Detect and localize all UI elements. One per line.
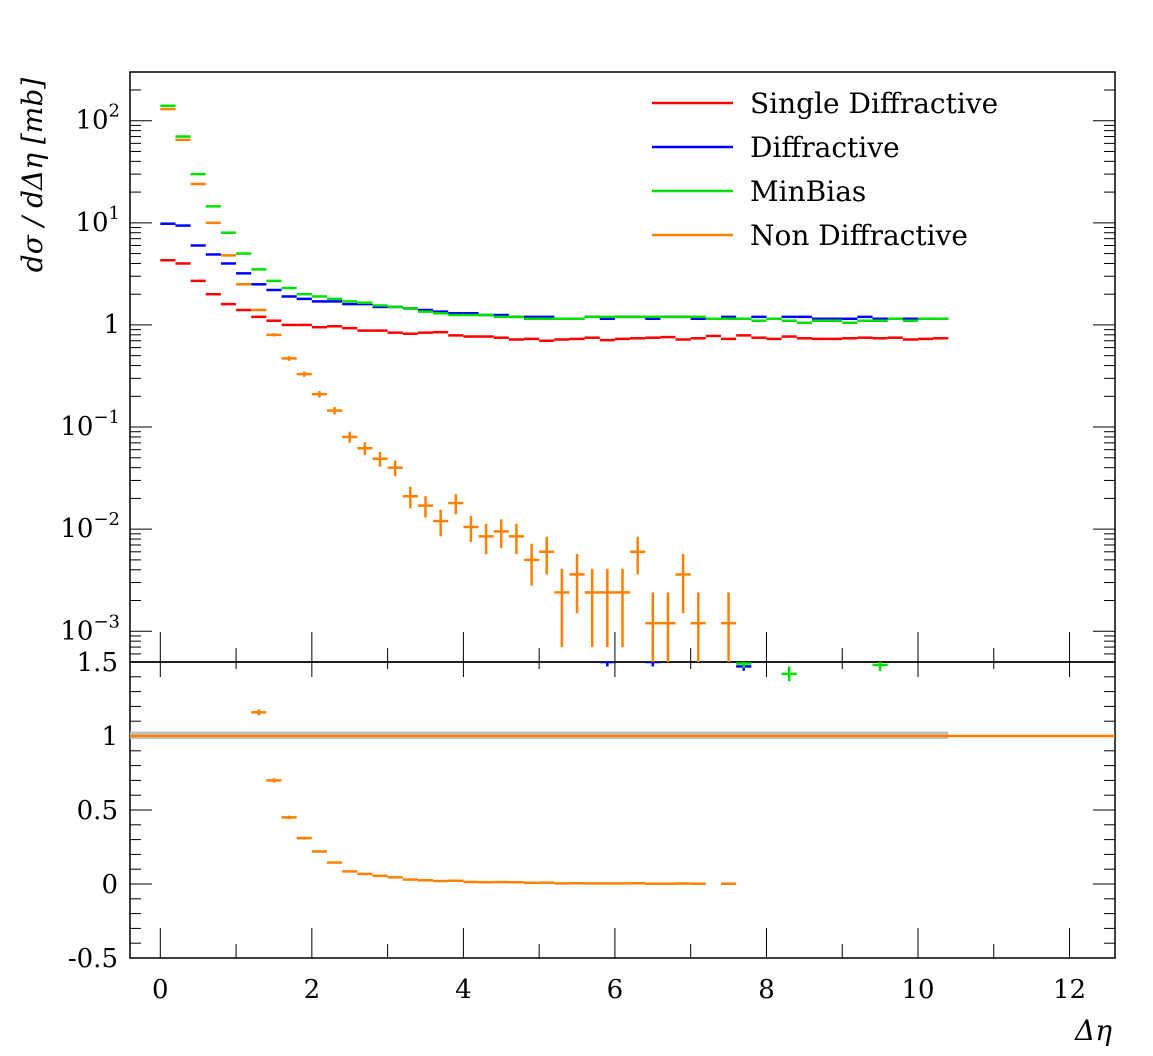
ratio-y-tick-label: 1 [101, 722, 118, 752]
x-tick-label: 2 [304, 975, 321, 1005]
ratio-reference [130, 731, 1115, 739]
y-tick-label: 10−2 [60, 509, 120, 544]
main-series-group [160, 104, 949, 662]
y-tick-label: 10−3 [60, 611, 120, 646]
ratio-plot-frame [129, 661, 1116, 959]
y-axis-title: dσ / dΔη [mb] [16, 78, 49, 272]
legend: Single Diffractive Diffractive MinBias Non … [652, 87, 998, 252]
ratio-y-tick-label: 1.5 [77, 648, 118, 678]
ratio-y-axis: 1.5 1 0.5 0 -0.5 [68, 648, 1115, 974]
x-tick-label: 6 [607, 975, 624, 1005]
y-tick-label: 101 [75, 203, 120, 238]
ratio-series-group [251, 662, 888, 885]
ratio-series-minbias [736, 662, 888, 682]
main-x-axis-ticks [159, 632, 1071, 662]
ratio-y-tick-label: -0.5 [68, 944, 118, 974]
x-axis-title: Δη [1074, 1014, 1112, 1047]
series-minbias [160, 104, 949, 325]
main-y-axis: 102 101 1 10−1 10−2 10−3 [60, 71, 1115, 663]
series-non-diffractive [160, 107, 737, 662]
x-tick-label: 10 [901, 975, 934, 1005]
x-tick-label: 8 [758, 975, 775, 1005]
x-tick-label: 0 [152, 975, 169, 1005]
y-tick-label: 10−1 [60, 407, 120, 442]
ratio-y-tick-label: 0 [101, 870, 118, 900]
legend-label-non-diffractive: Non Diffractive [750, 219, 968, 252]
legend-label-minbias: MinBias [750, 175, 866, 208]
legend-label-diffractive: Diffractive [750, 131, 900, 164]
legend-label-single-diffractive: Single Diffractive [750, 87, 998, 120]
x-tick-label: 12 [1053, 975, 1086, 1005]
ratio-x-axis: 0 2 4 6 8 10 12 [152, 662, 1086, 1005]
series-single-diffractive [160, 259, 949, 343]
x-tick-label: 4 [455, 975, 472, 1005]
y-tick-label: 1 [103, 310, 120, 340]
ratio-series-non-diffractive [251, 709, 737, 885]
ratio-y-tick-label: 0.5 [77, 796, 118, 826]
y-tick-label: 102 [75, 101, 120, 136]
